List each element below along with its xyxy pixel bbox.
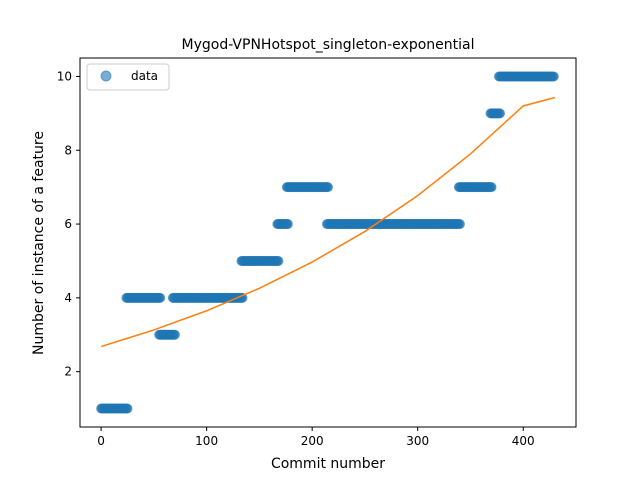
y-axis-label: Number of instance of a feature: [31, 131, 47, 355]
data-point: [548, 71, 559, 82]
y-axis: 2 4 6 8 10: [57, 69, 80, 379]
x-axis-label: Commit number: [271, 456, 385, 472]
legend: data: [86, 63, 170, 91]
y-tick-label: 10: [57, 69, 72, 83]
data-point: [486, 182, 497, 193]
data-point: [122, 403, 133, 414]
y-tick-label: 2: [64, 365, 72, 379]
y-tick-label: 4: [64, 291, 72, 305]
chart-title: Mygod-VPNHotspot_singleton-exponential: [182, 37, 475, 53]
data-point: [273, 255, 284, 266]
x-tick-label: 100: [195, 434, 218, 448]
data-point: [323, 182, 333, 193]
data-point: [282, 219, 293, 230]
series-data-points: [96, 71, 559, 414]
data-point: [495, 108, 506, 119]
x-axis: 0 100 200 300 400: [97, 427, 535, 448]
axes-frame: [79, 57, 577, 428]
x-tick-label: 300: [406, 434, 429, 448]
data-point: [169, 329, 180, 340]
data-point: [155, 292, 166, 303]
x-tick-label: 0: [97, 434, 105, 448]
y-tick-label: 8: [64, 143, 72, 157]
y-tick-label: 6: [64, 217, 72, 231]
x-tick-label: 200: [301, 434, 324, 448]
legend-label-data: data: [131, 69, 158, 83]
data-point: [454, 219, 465, 230]
fit-line: [100, 96, 556, 348]
x-tick-label: 400: [512, 434, 535, 448]
legend-marker-data: [100, 70, 112, 82]
legend-box: [86, 63, 170, 91]
plot-area: [96, 71, 559, 414]
